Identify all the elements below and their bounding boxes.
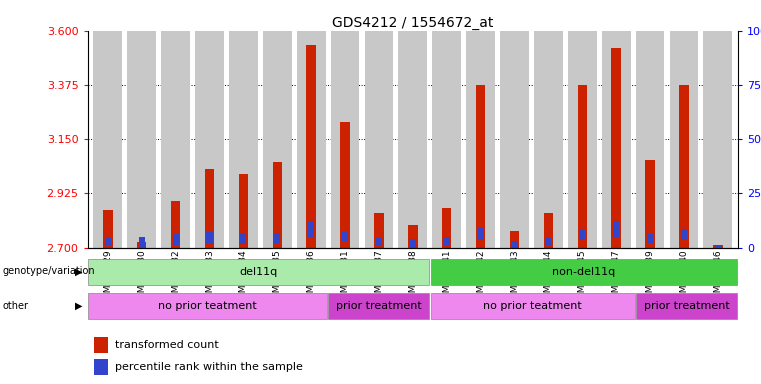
Bar <box>715 245 721 248</box>
Text: non-del11q: non-del11q <box>552 266 616 277</box>
Text: no prior teatment: no prior teatment <box>483 301 582 311</box>
Text: prior treatment: prior treatment <box>336 301 422 311</box>
Bar <box>376 238 382 246</box>
Bar <box>342 231 348 242</box>
Text: genotype/variation: genotype/variation <box>2 266 95 276</box>
Bar <box>171 201 180 248</box>
Bar <box>139 237 145 247</box>
Bar <box>94 359 108 375</box>
Bar <box>240 233 247 244</box>
Bar <box>274 233 280 243</box>
Bar <box>478 228 484 240</box>
Text: prior treatment: prior treatment <box>644 301 730 311</box>
Bar <box>476 85 486 248</box>
Bar <box>408 225 418 248</box>
Bar <box>681 229 687 240</box>
Bar <box>432 31 461 248</box>
Bar <box>195 31 224 248</box>
Bar <box>510 231 519 248</box>
Bar <box>127 31 156 248</box>
Bar <box>374 213 384 248</box>
Bar <box>444 237 450 246</box>
Bar <box>340 122 350 248</box>
Text: transformed count: transformed count <box>115 340 218 350</box>
Bar <box>613 221 619 238</box>
Bar <box>331 31 359 248</box>
Bar <box>636 293 737 319</box>
Bar <box>105 238 111 246</box>
Bar <box>466 31 495 248</box>
Text: del11q: del11q <box>240 266 278 277</box>
Text: percentile rank within the sample: percentile rank within the sample <box>115 362 303 372</box>
Text: ▶: ▶ <box>75 301 82 311</box>
Bar <box>534 31 563 248</box>
Bar <box>431 259 737 285</box>
Bar <box>602 31 631 248</box>
Bar <box>308 221 314 238</box>
Bar <box>680 85 689 248</box>
Bar <box>161 31 190 248</box>
Bar <box>568 31 597 248</box>
Bar <box>500 31 529 248</box>
Bar <box>263 31 291 248</box>
Bar <box>103 210 113 248</box>
Bar <box>511 241 517 247</box>
Bar <box>88 293 326 319</box>
Bar <box>94 31 123 248</box>
Bar <box>272 162 282 248</box>
Bar <box>442 208 451 248</box>
Bar <box>229 31 258 248</box>
Bar <box>647 234 653 243</box>
Bar <box>713 245 723 248</box>
Bar <box>328 293 429 319</box>
Bar <box>239 174 248 248</box>
Bar <box>543 213 553 248</box>
Bar <box>205 169 215 248</box>
Bar <box>206 232 212 244</box>
Bar <box>307 45 316 248</box>
Text: other: other <box>2 301 28 311</box>
Bar <box>578 85 587 248</box>
Bar <box>365 31 393 248</box>
Bar <box>670 31 699 248</box>
Bar <box>703 31 732 248</box>
Bar <box>546 238 552 246</box>
Bar <box>88 259 429 285</box>
Text: ▶: ▶ <box>75 266 82 276</box>
Bar <box>409 239 416 247</box>
Text: no prior teatment: no prior teatment <box>158 301 256 311</box>
Bar <box>399 31 427 248</box>
Bar <box>611 48 621 248</box>
Bar <box>94 337 108 353</box>
Title: GDS4212 / 1554672_at: GDS4212 / 1554672_at <box>332 16 494 30</box>
Bar <box>173 234 179 245</box>
Bar <box>579 229 585 240</box>
Bar <box>635 31 664 248</box>
Bar <box>297 31 326 248</box>
Bar <box>431 293 635 319</box>
Bar <box>645 160 654 248</box>
Bar <box>137 242 146 248</box>
